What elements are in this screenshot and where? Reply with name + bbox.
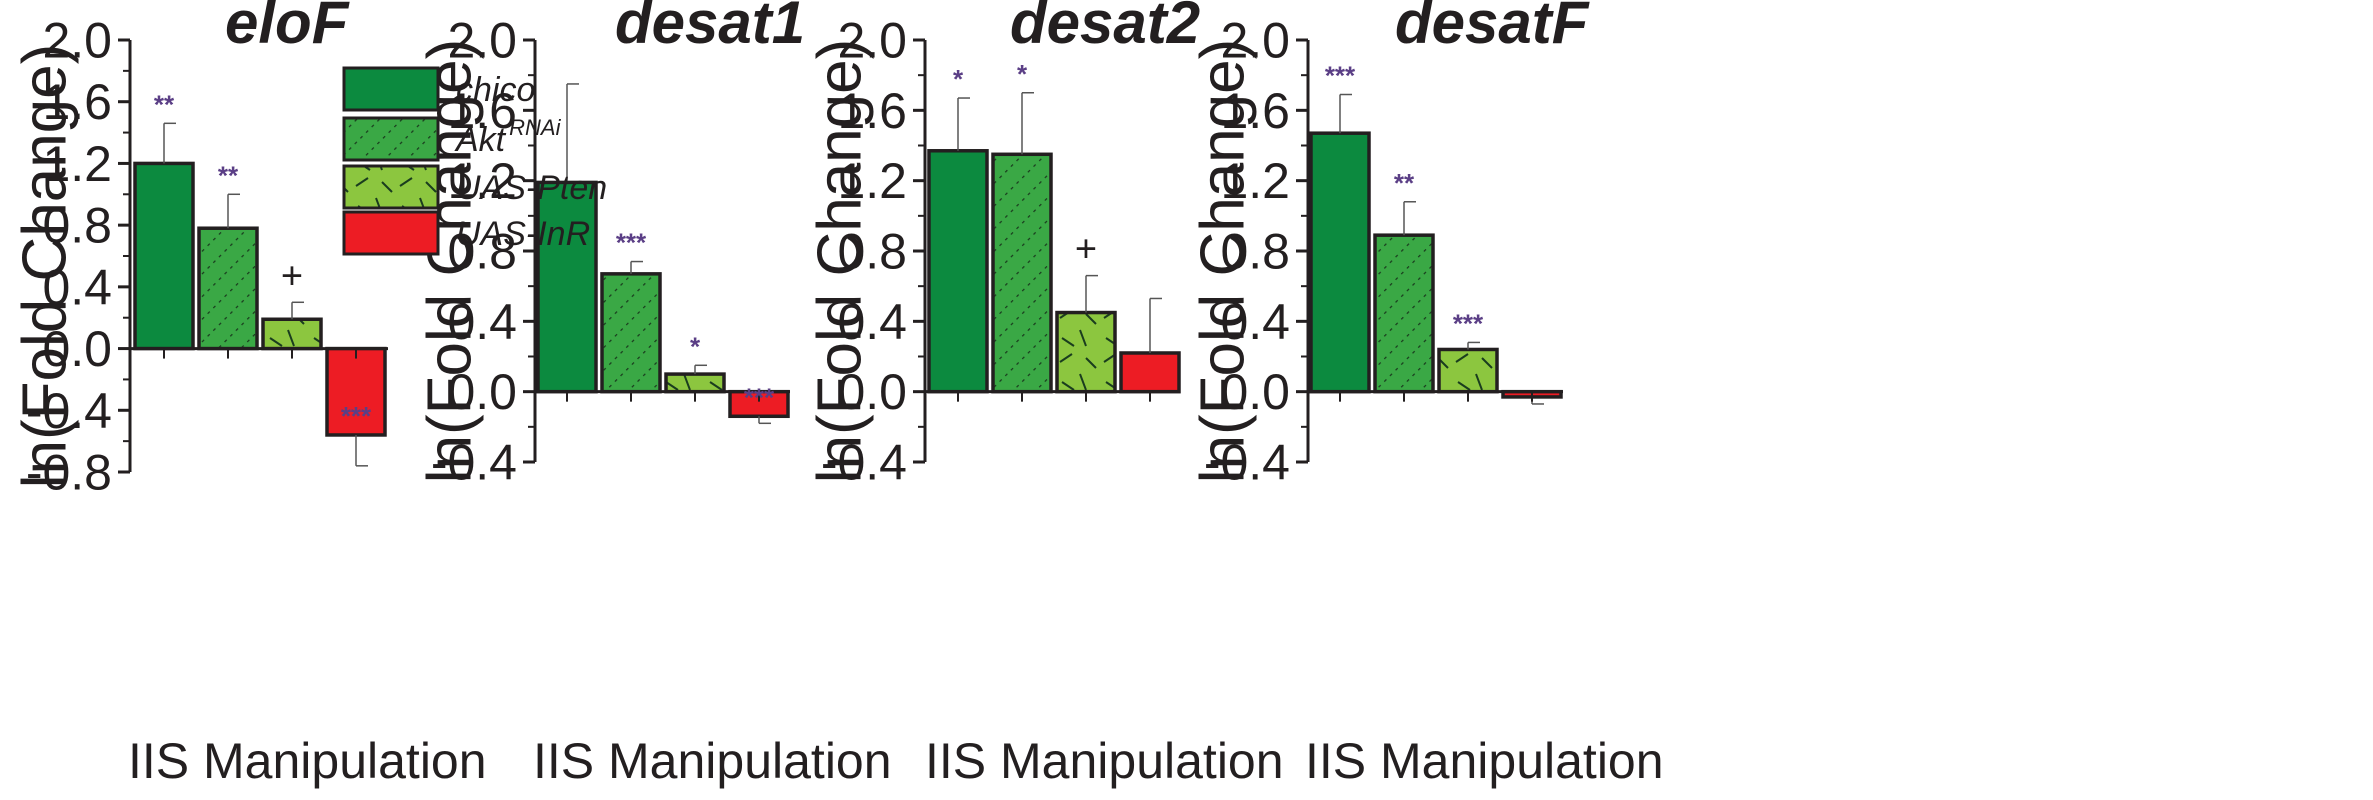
legend-swatch-akt — [342, 116, 440, 162]
bar-pten — [261, 317, 323, 351]
panel-title: desat2 — [1010, 0, 1200, 56]
y-tick-label: -0.4 — [821, 435, 907, 491]
y-tick-label: 2.0 — [837, 13, 907, 69]
significance-label: * — [953, 64, 964, 94]
y-tick-label: 0.0 — [837, 364, 907, 420]
significance-label: *** — [1325, 61, 1356, 91]
y-tick-label: 0.8 — [1220, 224, 1290, 280]
bar-chico — [1309, 131, 1371, 394]
chart-panel-1: eloF ln(Fold Change) IIS Manipulation -0.8 -… — [11, 0, 487, 789]
panel-title: desat1 — [615, 0, 805, 56]
significance-label: ** — [1394, 168, 1415, 198]
y-tick-label: 1.6 — [447, 83, 517, 139]
y-tick-label: 0.8 — [447, 224, 517, 280]
x-axis-title: IIS Manipulation — [128, 733, 487, 789]
y-axis-title: ln(Fold Change) — [11, 44, 80, 489]
y-tick-label: 1.2 — [42, 136, 112, 192]
bar-pten — [1055, 310, 1117, 394]
significance-label: ** — [218, 160, 239, 190]
y-tick-label: 0.0 — [42, 321, 112, 377]
significance-label: * — [690, 331, 701, 361]
significance-label: + — [1075, 229, 1097, 271]
bar-akt — [991, 152, 1053, 394]
x-axis-title: IIS Manipulation — [925, 733, 1284, 789]
significance-label: *** — [1453, 308, 1484, 338]
legend-item-chico: chico — [342, 66, 535, 112]
bar-akt — [197, 226, 259, 351]
y-axis-title: ln(Fold Change) — [416, 39, 485, 484]
legend-swatch-chico — [342, 66, 440, 112]
bar-chico — [927, 149, 989, 394]
legend-label-chico: chico — [456, 71, 535, 109]
y-tick-label: 0.0 — [1220, 364, 1290, 420]
legend-label-akt-name: Akt — [454, 121, 507, 159]
y-tick-label: 2.0 — [42, 13, 112, 69]
significance-label: *** — [616, 228, 647, 258]
legend-swatch-pten — [342, 164, 440, 210]
legend-label-pten: UAS-Pten — [456, 169, 607, 207]
y-tick-label: 0.8 — [837, 224, 907, 280]
legend: chico Akt RNAi UAS-Pten UAS-InR — [342, 66, 607, 256]
legend-item-akt: Akt RNAi — [342, 115, 562, 162]
x-axis-title: IIS Manipulation — [533, 733, 892, 789]
panel-title: eloF — [225, 0, 350, 56]
bar-pten — [1437, 347, 1499, 394]
y-tick-label: 0.4 — [1220, 294, 1290, 350]
y-tick-label: -0.4 — [1204, 435, 1290, 491]
bar-inr — [1119, 351, 1181, 394]
legend-label-akt-superscript: RNAi — [509, 115, 561, 140]
significance-label: *** — [341, 401, 372, 431]
panel-title: desatF — [1395, 0, 1590, 56]
y-tick-label: 0.0 — [447, 364, 517, 420]
y-tick-label: 1.6 — [42, 74, 112, 130]
legend-label-akt: Akt RNAi — [454, 115, 562, 159]
y-tick-label: -0.4 — [26, 383, 112, 439]
y-tick-label: 0.4 — [42, 259, 112, 315]
y-tick-label: 0.8 — [42, 198, 112, 254]
y-tick-label: 1.2 — [837, 153, 907, 209]
y-tick-label: 2.0 — [447, 13, 517, 69]
bar-akt — [1373, 233, 1435, 394]
significance-label: + — [281, 255, 303, 297]
bar-chico — [536, 180, 598, 394]
bar-akt — [600, 272, 662, 394]
y-tick-label: -0.4 — [431, 435, 517, 491]
y-tick-label: 1.2 — [1220, 153, 1290, 209]
bar-pten — [664, 372, 726, 394]
x-axis-title: IIS Manipulation — [1305, 733, 1664, 789]
y-tick-label: -0.8 — [26, 445, 112, 501]
chart-panel-4: desatF ln(Fold Change) IIS Manipulation -0.… — [1189, 0, 1664, 789]
significance-label: *** — [744, 382, 775, 412]
y-tick-label: 1.6 — [1220, 83, 1290, 139]
legend-item-inr: UAS-InR — [342, 210, 590, 256]
legend-swatch-inr — [342, 210, 440, 256]
y-tick-label: 0.4 — [447, 294, 517, 350]
y-axis-title: ln(Fold Change) — [1189, 39, 1258, 484]
significance-label: * — [1017, 59, 1028, 89]
y-tick-label: 0.4 — [837, 294, 907, 350]
y-tick-label: 2.0 — [1220, 13, 1290, 69]
significance-label: ** — [154, 89, 175, 119]
y-tick-label: 1.2 — [447, 153, 517, 209]
bar-chico — [133, 161, 195, 351]
y-axis-title: ln(Fold Change) — [806, 39, 875, 484]
y-tick-label: 1.6 — [837, 83, 907, 139]
legend-item-pten: UAS-Pten — [342, 164, 607, 210]
legend-label-inr: UAS-InR — [456, 215, 590, 253]
